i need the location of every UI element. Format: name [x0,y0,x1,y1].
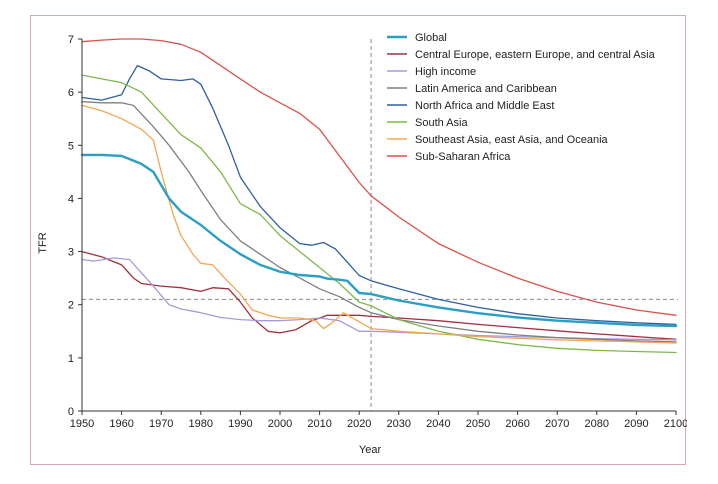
legend-label: South Asia [415,117,468,129]
series-line-4 [81,64,677,326]
x-tick-label: 2000 [268,418,292,430]
x-axis-title: Year [359,444,382,456]
x-tick-label: 1960 [109,418,133,430]
y-tick-label: 7 [68,34,74,46]
y-tick-label: 4 [68,193,74,205]
x-tick-label: 2020 [347,418,371,430]
legend-label: Global [415,32,447,44]
legend-label: Central Europe, eastern Europe, and cent… [415,49,656,61]
series-lines [80,38,678,354]
y-tick-label: 5 [68,140,74,152]
series-line-6 [81,104,677,344]
legend-label: North Africa and Middle East [415,100,554,112]
y-tick-label: 1 [68,353,74,365]
x-tick-label: 2030 [387,418,411,430]
x-tick-label: 2080 [585,418,609,430]
x-tick-label: 2070 [545,418,569,430]
x-tick-label: 1990 [228,418,252,430]
y-tick-label: 6 [68,87,74,99]
legend-label: Latin America and Caribbean [415,83,557,95]
axes [81,39,676,412]
tick-labels: 1950 1960 1970 1980 1990 2000 2010 2020 2030 2040… [68,34,687,430]
y-tick-label: 2 [68,300,74,312]
legend-label: Southeast Asia, east Asia, and Oceania [415,134,609,146]
figure-frame: 1950 1960 1970 1980 1990 2000 2010 2020 2030 2040… [30,15,687,465]
series-line-3 [81,101,677,343]
legend-label: High income [415,66,476,78]
x-tick-label: 2060 [505,418,529,430]
x-tick-label: 1950 [70,418,94,430]
x-tick-label: 1980 [189,418,213,430]
reference-lines [82,39,678,411]
series-line-0 [80,153,678,328]
series-line-7 [81,38,677,316]
tfr-line-chart: 1950 1960 1970 1980 1990 2000 2010 2020 2030 2040… [37,32,687,456]
x-tick-label: 2100 [664,418,687,430]
series-line-5 [81,74,677,354]
y-axis-title: TFR [37,232,49,253]
series-line-2 [81,257,677,341]
legend-label: Sub-Saharan Africa [415,151,511,163]
y-tick-label: 3 [68,247,74,259]
x-tick-label: 1970 [149,418,173,430]
legend: Global Central Europe, eastern Europe, an… [387,32,656,163]
x-tick-label: 2090 [624,418,648,430]
y-tick-label: 0 [68,406,74,418]
x-tick-label: 2010 [307,418,331,430]
x-tick-label: 2040 [426,418,450,430]
x-tick-label: 2050 [466,418,490,430]
